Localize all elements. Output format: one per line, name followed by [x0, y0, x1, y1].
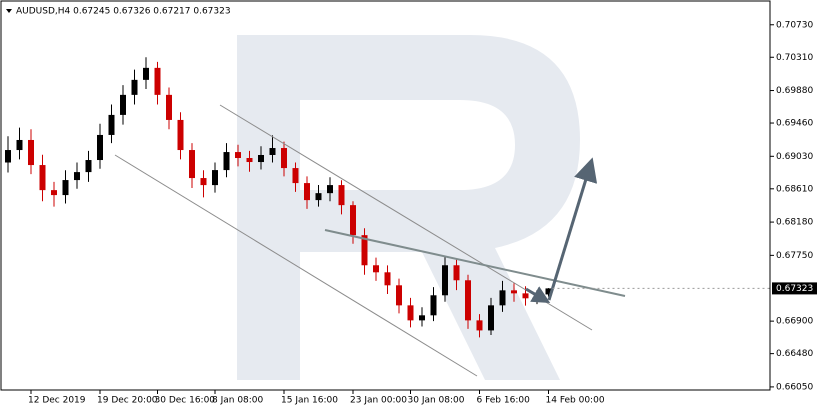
channel-lower: [114, 154, 478, 377]
candle-body: [143, 67, 149, 80]
candle-body: [223, 152, 230, 171]
y-tick-label: 0.66050: [776, 382, 813, 392]
candle-body: [304, 183, 310, 201]
candle-body: [131, 79, 138, 95]
y-tick-label: 0.69880: [776, 86, 813, 96]
candle-body: [97, 134, 103, 161]
forecast-arrow-small: [525, 286, 551, 304]
candle-body: [269, 148, 276, 155]
candle-body: [120, 94, 126, 115]
candle-body: [522, 293, 529, 299]
candle-body: [16, 139, 23, 151]
candle-body: [327, 185, 333, 194]
candle-body: [235, 152, 241, 159]
x-tick-label: 12 Dec 2019: [28, 396, 86, 406]
candle-body: [212, 170, 218, 186]
x-tick-label: 15 Jan 16:00: [281, 396, 338, 406]
candle-body: [407, 305, 414, 321]
menu-triangle: [6, 9, 12, 13]
candle-body: [465, 280, 471, 321]
candle-body: [315, 193, 322, 201]
candle-body: [453, 265, 460, 281]
x-tick-label: 23 Jan 00:00: [350, 396, 407, 406]
x-tick-label: 8 Jan 08:00: [212, 396, 264, 406]
candle-body: [430, 295, 437, 316]
x-tick-label: 30 Jan 08:00: [408, 396, 465, 406]
candle-body: [511, 290, 517, 294]
current-price-label: 0.67323: [776, 284, 813, 294]
trend-line: [324, 229, 626, 297]
x-tick-label: 6 Feb 16:00: [477, 396, 531, 406]
candle-body: [488, 305, 494, 331]
candle-body: [442, 265, 448, 296]
current-price-box: [772, 282, 817, 295]
y-tick-label: 0.70730: [776, 20, 813, 30]
candle-body: [350, 205, 356, 236]
candle-body: [396, 285, 402, 306]
candle-body: [154, 67, 161, 95]
candle-body: [74, 172, 80, 181]
candle-body: [281, 148, 287, 169]
candle-body: [258, 154, 264, 163]
candle-body: [39, 165, 46, 191]
candle-body: [108, 114, 115, 135]
candle-body: [51, 190, 57, 196]
x-tick-label: 19 Dec 20:00: [97, 396, 158, 406]
candles: [5, 57, 552, 338]
candle-body: [373, 265, 379, 273]
candle-body: [62, 180, 69, 196]
chart-title: AUDUSD,H4 0.67245 0.67326 0.67217 0.6732…: [16, 7, 231, 17]
candle-body: [499, 290, 506, 306]
candle-body: [246, 158, 253, 163]
candle-body: [476, 320, 483, 331]
candle-body: [166, 94, 172, 120]
y-tick-label: 0.69460: [776, 119, 813, 129]
y-tick-label: 0.68180: [776, 218, 813, 228]
candle-body: [189, 150, 195, 179]
candle-body: [419, 315, 425, 321]
y-tick-label: 0.68610: [776, 184, 813, 194]
y-tick-label: 0.70310: [776, 53, 813, 63]
forecast-arrow: [547, 157, 598, 301]
candle-body: [5, 150, 11, 163]
y-tick-label: 0.66900: [776, 317, 813, 327]
candle-body: [177, 119, 184, 151]
watermark: [237, 35, 580, 380]
candle-body: [85, 160, 92, 173]
y-tick-label: 0.66480: [776, 349, 813, 359]
candle-body: [28, 139, 34, 166]
candle-body: [384, 272, 391, 286]
candle-body: [200, 178, 207, 186]
x-tick-label: 14 Feb 00:00: [546, 396, 605, 406]
candle-body: [292, 168, 299, 184]
plot-frame: [0, 0, 771, 391]
y-tick-label: 0.67750: [776, 251, 813, 261]
x-tick-label: 30 Dec 16:00: [155, 396, 216, 406]
y-tick-label: 0.69030: [776, 152, 813, 162]
candle-body: [361, 235, 368, 266]
candle-body: [338, 185, 345, 206]
